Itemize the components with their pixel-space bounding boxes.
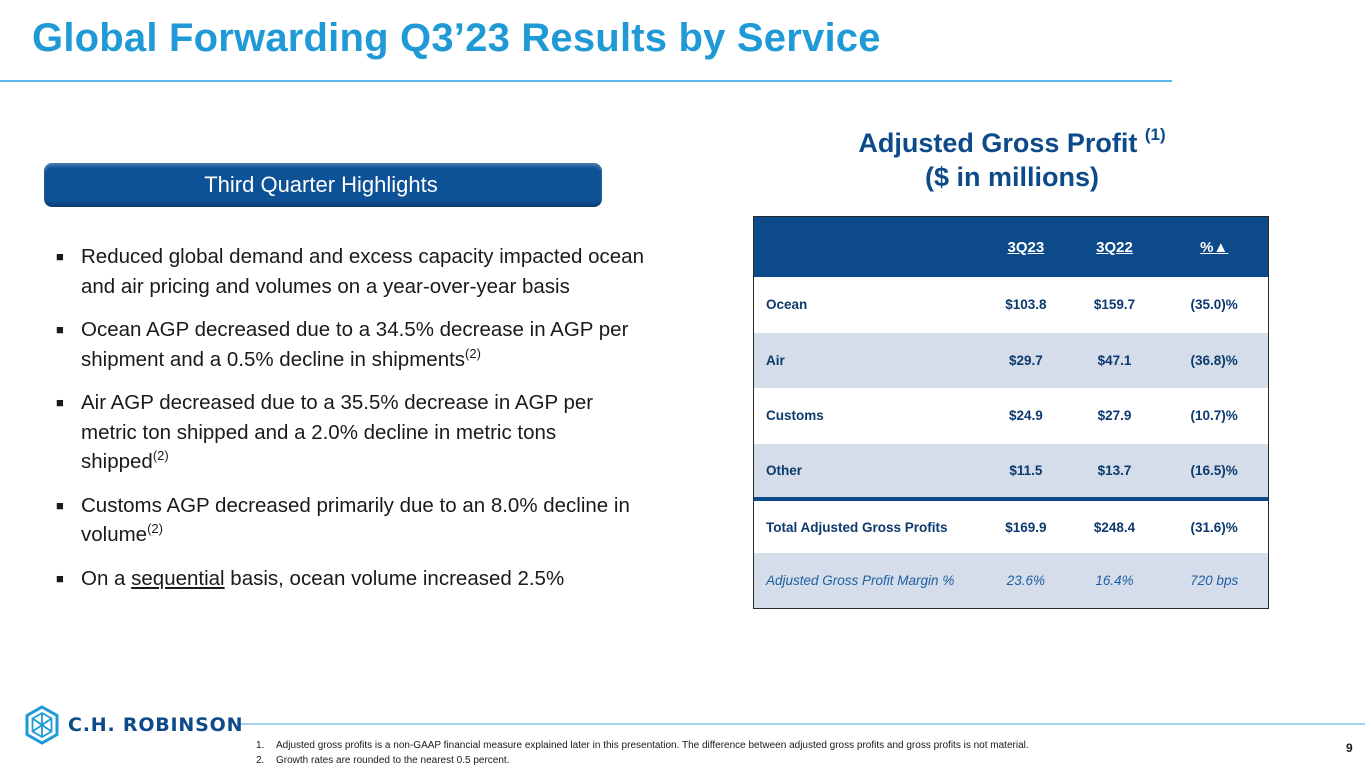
cell-3q23: $169.9 (982, 497, 1069, 553)
highlights-list: ■ Reduced global demand and excess capac… (56, 242, 646, 607)
cell-3q23: $103.8 (982, 277, 1069, 333)
column-header: 3Q22 (1068, 217, 1161, 277)
column-header-empty (754, 217, 983, 277)
bullet-square-icon: ■ (56, 249, 64, 264)
cell-change: 720 bps (1160, 553, 1268, 608)
cell-3q22: $27.9 (1068, 388, 1161, 444)
row-label: Air (754, 332, 983, 388)
table-row: Ocean $103.8 $159.7 (35.0)% (754, 277, 1268, 333)
cell-3q22: 16.4% (1068, 553, 1161, 608)
table-row: Other $11.5 $13.7 (16.5)% (754, 443, 1268, 499)
highlight-emphasis: sequential (131, 566, 225, 590)
highlight-item: ■ Customs AGP decreased primarily due to… (56, 491, 646, 550)
highlight-text-post: basis, ocean volume increased 2.5% (224, 566, 565, 590)
title-divider (0, 80, 1172, 82)
bullet-square-icon: ■ (56, 570, 64, 586)
table-header-row: 3Q23 3Q22 %▲ (754, 217, 1268, 277)
footnote-ref: (2) (465, 345, 481, 361)
highlight-text: Ocean AGP decreased due to a 34.5% decre… (81, 318, 629, 371)
bullet-square-icon: ■ (56, 322, 64, 337)
agp-title-line1: Adjusted Gross Profit (858, 128, 1138, 158)
highlight-item: ■ Air AGP decreased due to a 35.5% decre… (56, 388, 646, 477)
footnote-number: 1. (256, 740, 265, 751)
footnote-ref: (2) (147, 521, 163, 536)
highlight-item: ■ Ocean AGP decreased due to a 34.5% dec… (56, 315, 646, 374)
logo-mark-icon (25, 705, 59, 745)
footnote-ref: (2) (152, 448, 169, 463)
cell-3q22: $13.7 (1068, 443, 1161, 499)
page-title: Global Forwarding Q3’23 Results by Servi… (32, 16, 881, 60)
column-header: 3Q23 (982, 217, 1069, 277)
bullet-square-icon: ■ (56, 395, 64, 410)
footnote: 2. Growth rates are rounded to the neares… (256, 753, 1029, 768)
cell-3q22: $47.1 (1068, 332, 1161, 388)
highlight-item: ■ Reduced global demand and excess capac… (56, 242, 646, 301)
bullet-square-icon: ■ (56, 497, 64, 513)
footnote-text: Growth rates are rounded to the nearest … (276, 755, 510, 766)
agp-title-line2: ($ in millions) (924, 162, 1099, 192)
cell-3q22: $248.4 (1068, 497, 1161, 553)
agp-table-title: Adjusted Gross Profit (1) ($ in millions… (756, 126, 1268, 194)
cell-3q23: $11.5 (982, 443, 1069, 499)
highlight-text: Customs AGP decreased primarily due to a… (81, 493, 630, 547)
row-label: Adjusted Gross Profit Margin % (754, 553, 983, 608)
footnotes: 1. Adjusted gross profits is a non-GAAP f… (256, 738, 1029, 768)
row-label: Customs (754, 388, 983, 444)
footnote-number: 2. (256, 755, 265, 766)
cell-3q23: 23.6% (982, 553, 1069, 608)
agp-table: 3Q23 3Q22 %▲ Ocean $103.8 $159.7 (35.0)%… (753, 216, 1269, 609)
footer-divider (238, 723, 1365, 725)
row-label: Total Adjusted Gross Profits (754, 497, 983, 553)
cell-change: (36.8)% (1160, 332, 1268, 388)
highlight-text: Air AGP decreased due to a 35.5% decreas… (81, 391, 594, 473)
row-label: Other (754, 443, 983, 499)
table-row: Air $29.7 $47.1 (36.8)% (754, 332, 1268, 388)
table-total-row: Total Adjusted Gross Profits $169.9 $248… (754, 497, 1268, 553)
highlights-banner-label: Third Quarter Highlights (204, 172, 438, 197)
highlights-banner: Third Quarter Highlights (44, 163, 602, 207)
column-header: %▲ (1160, 217, 1268, 277)
highlight-item: ■ On a sequential basis, ocean volume in… (56, 564, 646, 594)
footnote: 1. Adjusted gross profits is a non-GAAP f… (256, 738, 1029, 753)
row-label: Ocean (754, 277, 983, 333)
cell-change: (16.5)% (1160, 443, 1268, 499)
footnote-text: Adjusted gross profits is a non-GAAP fin… (276, 740, 1029, 751)
cell-3q22: $159.7 (1068, 277, 1161, 333)
footnote-ref: (1) (1144, 125, 1166, 144)
cell-change: (35.0)% (1160, 277, 1268, 333)
table-row: Customs $24.9 $27.9 (10.7)% (754, 388, 1268, 444)
cell-3q23: $29.7 (982, 332, 1069, 388)
cell-change: (31.6)% (1160, 497, 1268, 553)
cell-change: (10.7)% (1160, 388, 1268, 444)
table-margin-row: Adjusted Gross Profit Margin % 23.6% 16.… (754, 553, 1268, 608)
highlight-text-pre: On a (81, 566, 132, 590)
page-number: 9 (1346, 741, 1353, 755)
highlight-text: Reduced global demand and excess capacit… (81, 245, 644, 298)
cell-3q23: $24.9 (982, 388, 1069, 444)
logo-text: C.H. ROBINSON (68, 714, 244, 736)
company-logo: C.H. ROBINSON (24, 705, 243, 745)
